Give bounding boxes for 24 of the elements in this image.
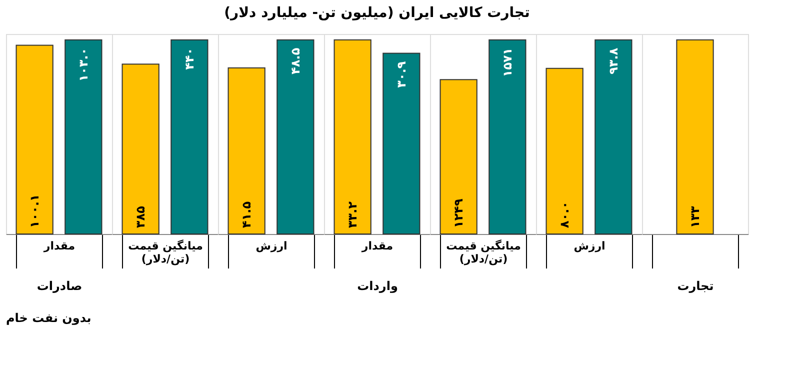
data-label: ۴۸.۵	[288, 48, 302, 74]
data-label: ۹۳.۸	[606, 47, 620, 74]
x-axis-title: تجارت	[677, 279, 714, 293]
x-tick-label: ارزش	[574, 240, 606, 252]
chart-title: تجارت کالایی ایران (میلیون تن- میلیارد دلار)	[224, 5, 530, 21]
data-label: ۴۴۰	[182, 48, 196, 70]
data-label: ۱۵۷۱	[500, 48, 514, 78]
data-label: ۳۸۵	[134, 206, 148, 228]
x-tick-label: میانگین قیمت (تن/دلار)	[128, 240, 203, 266]
text: بدون نفت خام	[6, 311, 92, 325]
x-tick-label: میانگین قیمت (تن/دلار)	[446, 240, 521, 266]
data-label: ۱۲۴۹	[452, 198, 466, 228]
data-label: ۱۰۰.۱	[28, 194, 42, 228]
data-label: ۴۱.۵	[240, 201, 254, 228]
x-axis-title: واردات	[357, 279, 398, 293]
data-label: ۱۳۳	[688, 205, 702, 228]
x-axis-title: صادرات	[36, 279, 82, 293]
x-tick-label: مقدار	[42, 240, 76, 252]
data-label: ۸۰.۰	[558, 201, 572, 228]
data-label: ۱۰۳.۰	[76, 48, 90, 82]
data-label: ۳۳.۲	[346, 200, 360, 228]
x-tick-label: مقدار	[360, 240, 394, 252]
data-label: ۳۰.۹	[394, 60, 408, 88]
x-tick-label: ارزش	[256, 240, 288, 252]
